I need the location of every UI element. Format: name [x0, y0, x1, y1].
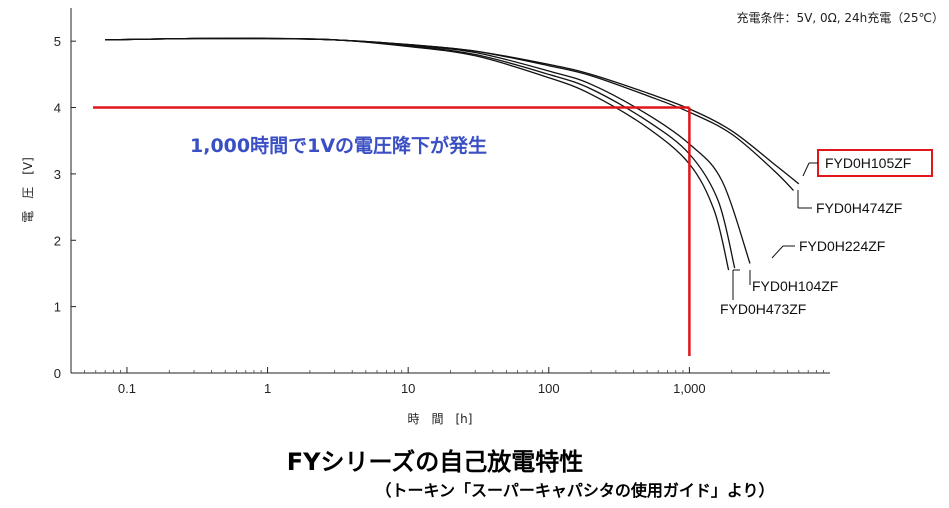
y-axis-title: 電 圧 [V]: [21, 157, 35, 223]
x-tick-label: 1,000: [673, 381, 706, 396]
x-tick-label: 100: [538, 381, 560, 396]
series-label: FYD0H224ZF: [799, 238, 885, 254]
y-tick-label: 3: [54, 167, 61, 182]
annotation-text: 1,000時間で1Vの電圧降下が発生: [190, 134, 487, 157]
y-tick-label: 5: [54, 34, 61, 49]
leader-line: [802, 162, 810, 177]
y-tick-label: 2: [54, 233, 61, 248]
label-group-fyd0h224zf: FYD0H224ZF: [771, 238, 885, 259]
x-tick-label: 0.1: [118, 381, 136, 396]
y-tick-label: 4: [54, 101, 61, 116]
y-tick-label: 1: [54, 300, 61, 315]
label-group-fyd0h473zf: FYD0H473ZF: [720, 269, 806, 317]
x-tick-label: 1: [264, 381, 271, 396]
label-group-fyd0h474zf: FYD0H474ZF: [797, 190, 902, 216]
chart-subtitle: （トーキン「スーパーキャパシタの使用ガイド」より）: [375, 481, 775, 500]
leader-line: [771, 245, 784, 259]
x-axis-title: 時 間 [h]: [408, 412, 473, 426]
series-label: FYD0H473ZF: [720, 301, 806, 317]
charge-condition-note: 充電条件：5V, 0Ω, 24h充電（25℃）: [736, 10, 944, 25]
series-label: FYD0H105ZF: [825, 155, 911, 171]
series-label: FYD0H104ZF: [752, 278, 838, 294]
chart-title: FYシリーズの自己放電特性: [286, 448, 584, 476]
y-tick-label: 0: [54, 366, 61, 381]
series-curve-fyd0h105zf: [105, 37, 800, 185]
label-group-fyd0h104zf: FYD0H104ZF: [749, 270, 838, 294]
series-label: FYD0H474ZF: [816, 200, 902, 216]
label-group-fyd0h105zf: FYD0H105ZF: [802, 149, 933, 177]
x-tick-label: 10: [401, 381, 415, 396]
